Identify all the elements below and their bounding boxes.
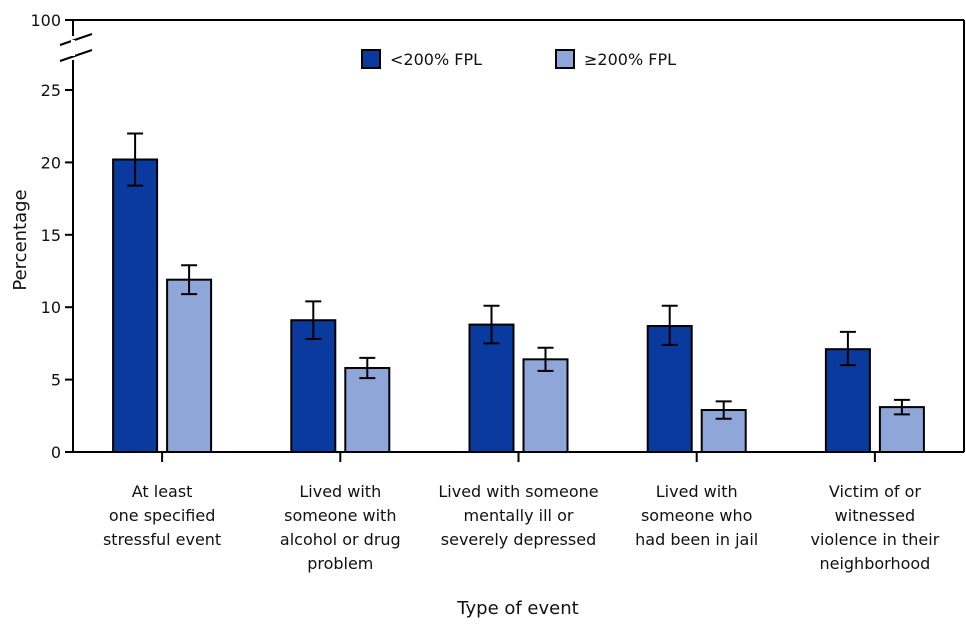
- bar: [290, 319, 337, 453]
- category-label: Victim of or: [829, 482, 922, 501]
- category-label: severely depressed: [441, 530, 596, 549]
- legend-swatch: [555, 49, 575, 69]
- x-axis-title: Type of event: [456, 598, 578, 619]
- legend: <200% FPL ≥200% FPL: [361, 49, 676, 69]
- bar: [824, 348, 871, 453]
- bar: [522, 358, 569, 453]
- category-label: problem: [307, 554, 373, 573]
- legend-label: <200% FPL: [390, 50, 482, 69]
- category-label: witnessed: [835, 506, 915, 525]
- category-label: mentally ill or: [464, 506, 574, 525]
- category-label: stressful event: [103, 530, 221, 549]
- category-label: Lived with: [656, 482, 738, 501]
- bar: [166, 278, 213, 453]
- axes-layer: [59, 19, 965, 462]
- category-label: one specified: [109, 506, 216, 525]
- category-label: Lived with someone: [438, 482, 598, 501]
- bars-layer: [112, 132, 925, 453]
- bar: [344, 367, 391, 453]
- y-tick-label: 20: [41, 153, 61, 172]
- category-label: Lived with: [299, 482, 381, 501]
- y-tick-label: 0: [51, 443, 61, 462]
- category-label: neighborhood: [819, 554, 930, 573]
- category-label: had been in jail: [635, 530, 758, 549]
- category-label: violence in their: [810, 530, 939, 549]
- y-tick-label: 100: [30, 11, 61, 30]
- category-label: someone with: [284, 506, 396, 525]
- labels-layer: 100 0 5 10 15 20 25 Percentage Type of event At l…: [10, 11, 940, 619]
- y-tick-label: 10: [41, 298, 61, 317]
- y-tick-label: 15: [41, 226, 61, 245]
- y-tick-label: 5: [51, 371, 61, 390]
- bar: [646, 325, 693, 453]
- legend-label: ≥200% FPL: [584, 50, 676, 69]
- category-label: alcohol or drug: [280, 530, 401, 549]
- y-tick-label: 25: [41, 81, 61, 100]
- category-label: someone who: [641, 506, 752, 525]
- bar: [468, 323, 515, 453]
- bar: [112, 158, 159, 453]
- legend-swatch: [361, 49, 381, 69]
- axis-break-mark: [59, 33, 93, 46]
- category-label: At least: [132, 482, 193, 501]
- axis-break-mark: [59, 49, 93, 62]
- y-axis-title: Percentage: [10, 189, 31, 290]
- axis-break-gap: [71, 40, 75, 56]
